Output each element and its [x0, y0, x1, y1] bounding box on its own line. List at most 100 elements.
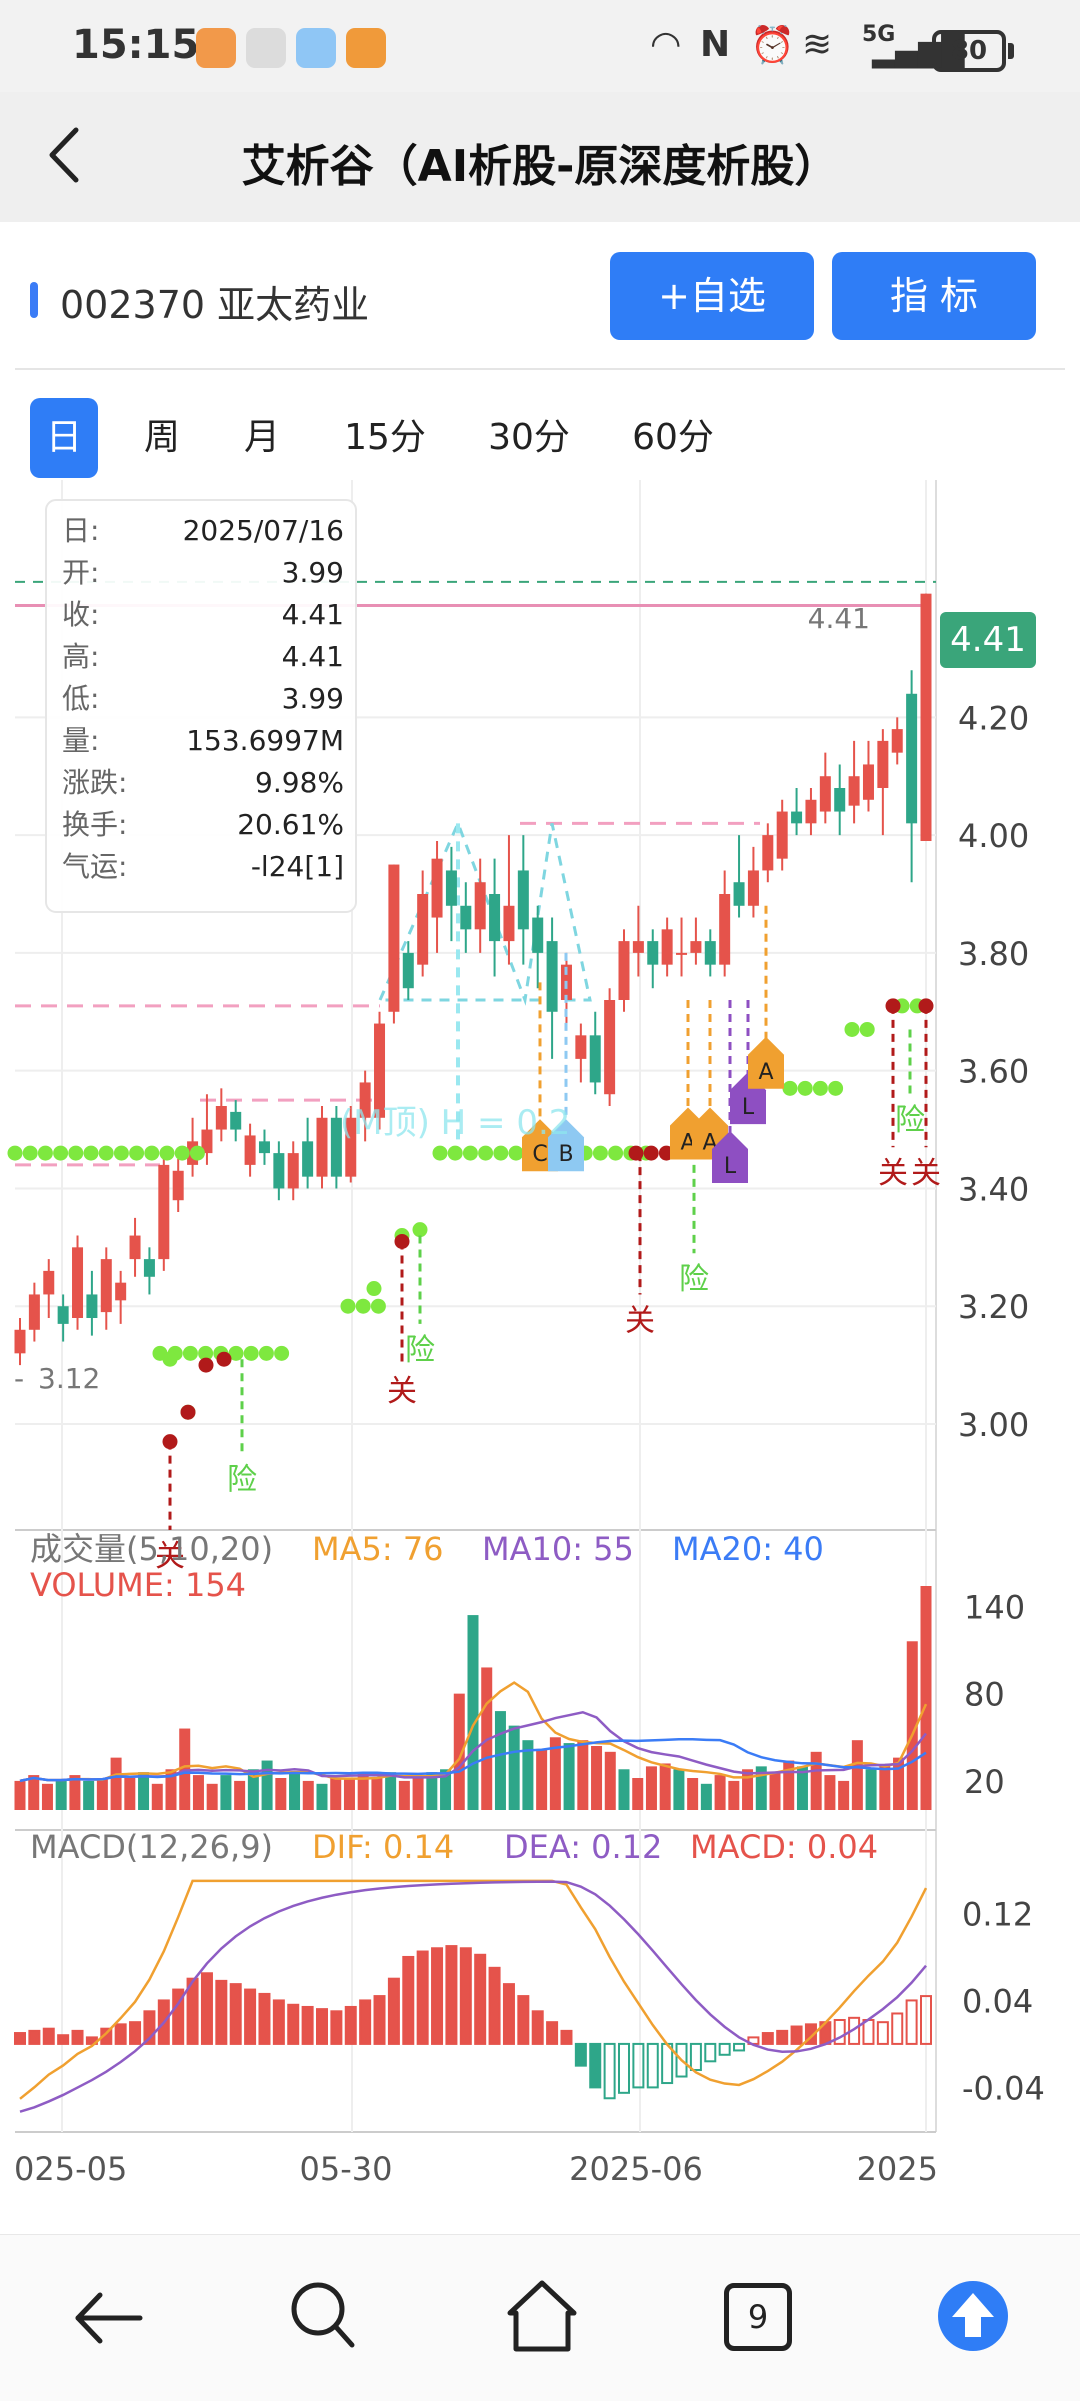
macd-bar	[517, 1995, 530, 2045]
add-watchlist-button[interactable]: +自选	[610, 252, 814, 340]
candle-body	[100, 1259, 112, 1313]
signal-label: 险	[895, 1103, 925, 1138]
divider	[15, 368, 1065, 370]
home-icon[interactable]	[504, 2277, 580, 2355]
volume-bar	[96, 1778, 108, 1810]
macd-legend: MACD: 0.04	[690, 1828, 878, 1866]
volume-bar	[124, 1778, 136, 1810]
volume-bar	[687, 1778, 699, 1810]
tab-month[interactable]: 月	[243, 417, 280, 458]
volume-bar	[371, 1778, 383, 1810]
macd-bar	[28, 2029, 41, 2045]
macd-bar	[905, 1999, 918, 2045]
macd-bar	[675, 2042, 688, 2078]
tooltip-value: 4.41	[282, 598, 344, 631]
candle-body	[287, 1153, 299, 1189]
candle-body	[819, 776, 831, 812]
support-dot	[608, 1145, 624, 1161]
macd-bar	[344, 2005, 357, 2045]
tooltip-value: 2025/07/16	[183, 514, 344, 547]
volume-bar	[755, 1766, 767, 1810]
candle-body	[604, 1000, 616, 1095]
tab-day[interactable]: 日	[30, 398, 98, 478]
app-notification-icon	[196, 28, 236, 68]
badge-label: A	[758, 1060, 773, 1085]
volume-bar	[563, 1743, 575, 1810]
volume-bar	[865, 1769, 877, 1810]
macd-bar	[14, 2032, 26, 2045]
signal-label: 险	[405, 1333, 435, 1368]
support-dot	[258, 1345, 274, 1361]
support-dot	[198, 1345, 214, 1361]
tab-week[interactable]: 周	[143, 417, 180, 458]
x-axis-label: 05-30	[300, 2150, 393, 2188]
volume-bar	[330, 1778, 342, 1810]
tab-30min[interactable]: 30分	[488, 417, 570, 458]
macd-bar	[603, 2042, 616, 2100]
macd-bars	[14, 1945, 932, 2100]
indicator-button[interactable]: 指 标	[832, 252, 1036, 340]
signal-label: 关	[878, 1156, 908, 1191]
volume-bar	[467, 1615, 479, 1810]
support-dot	[859, 1021, 875, 1037]
macd-bar	[316, 2008, 328, 2045]
badge-label: C	[532, 1142, 547, 1167]
candle-body	[72, 1247, 84, 1318]
weather-icon	[296, 28, 336, 68]
volume-bar	[879, 1766, 891, 1810]
candle-body	[474, 882, 486, 930]
tabs-icon[interactable]: 9	[724, 2283, 792, 2351]
volume-bar	[604, 1751, 616, 1810]
chevron-left-icon[interactable]	[34, 120, 94, 190]
macd-bar	[330, 2010, 343, 2045]
volume-bar	[138, 1772, 150, 1810]
macd-bar	[200, 1972, 213, 2045]
support-dot	[182, 1345, 198, 1361]
volume-bar	[220, 1775, 232, 1810]
support-dot	[493, 1145, 509, 1161]
price-tick-label: 4.00	[958, 817, 1029, 855]
macd-bar	[387, 1977, 400, 2045]
macd-bar	[560, 2029, 573, 2045]
candle-body	[258, 1141, 270, 1154]
support-dot	[462, 1145, 478, 1161]
candle-body	[589, 1035, 601, 1083]
support-dot	[366, 1281, 382, 1297]
axis-labels: 4.20 4.00 3.80 3.60 3.40 3.20 3.00 140 80 20 0.12 0…	[14, 699, 1045, 2188]
dif-legend: DIF: 0.14	[312, 1828, 454, 1866]
tab-60min[interactable]: 60分	[632, 417, 714, 458]
candle-body	[489, 894, 501, 942]
volume-ma-lines	[19, 1681, 928, 1783]
candle-body	[676, 952, 688, 955]
wechat-icon	[246, 28, 286, 68]
volume-bar	[151, 1783, 163, 1810]
volume-bar	[234, 1780, 246, 1810]
bottom-nav: 9	[0, 2234, 1080, 2401]
candle-body	[115, 1282, 127, 1301]
dea-legend: DEA: 0.12	[504, 1828, 662, 1866]
candle-body	[445, 870, 457, 906]
candle-body	[359, 1082, 371, 1118]
headphones-icon: ◠	[650, 24, 682, 65]
volume-bar	[700, 1783, 712, 1810]
tooltip-value: 153.6997M	[186, 724, 344, 757]
volume-tick-label: 80	[964, 1676, 1005, 1714]
candle-body	[920, 593, 932, 841]
macd-bar	[920, 1995, 932, 2045]
candle-body	[402, 952, 414, 989]
price-tick-label: 4.20	[958, 699, 1029, 737]
candle-body	[503, 905, 515, 942]
vol-ma20-legend: MA20: 40	[672, 1530, 824, 1568]
candle-body	[733, 882, 745, 906]
volume-bar	[673, 1769, 685, 1810]
last-price-tag	[940, 612, 1036, 668]
tab-15min[interactable]: 15分	[344, 417, 426, 458]
macd-bar	[172, 1988, 185, 2045]
up-arrow-icon[interactable]	[936, 2279, 1010, 2353]
back-icon[interactable]	[70, 2283, 150, 2353]
candle-body	[57, 1306, 69, 1324]
volume-bar	[769, 1772, 781, 1810]
search-icon[interactable]	[288, 2279, 358, 2353]
